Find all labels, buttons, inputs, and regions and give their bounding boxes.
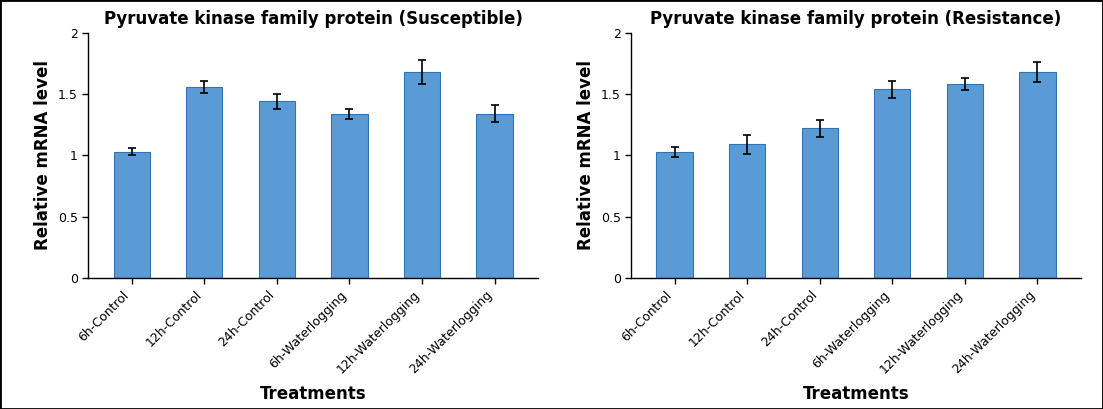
X-axis label: Treatments: Treatments: [803, 385, 909, 403]
Bar: [114, 152, 150, 278]
Bar: [875, 89, 910, 278]
Bar: [404, 72, 440, 278]
Bar: [476, 114, 513, 278]
Y-axis label: Relative mRNA level: Relative mRNA level: [34, 61, 52, 250]
X-axis label: Treatments: Treatments: [260, 385, 366, 403]
Bar: [186, 87, 223, 278]
Bar: [656, 152, 693, 278]
Title: Pyruvate kinase family protein (Susceptible): Pyruvate kinase family protein (Suscepti…: [104, 10, 523, 28]
Bar: [259, 101, 295, 278]
Bar: [729, 144, 765, 278]
Bar: [802, 128, 838, 278]
Title: Pyruvate kinase family protein (Resistance): Pyruvate kinase family protein (Resistan…: [651, 10, 1061, 28]
Bar: [946, 84, 983, 278]
Bar: [331, 114, 367, 278]
Y-axis label: Relative mRNA level: Relative mRNA level: [577, 61, 596, 250]
Bar: [1019, 72, 1056, 278]
